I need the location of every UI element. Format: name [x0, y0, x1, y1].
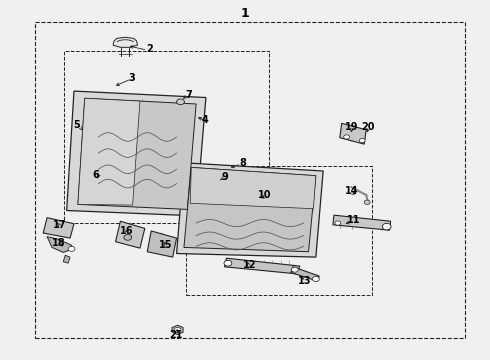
Text: 20: 20: [362, 122, 375, 132]
Polygon shape: [47, 237, 73, 252]
Circle shape: [124, 234, 132, 240]
Polygon shape: [172, 325, 183, 334]
Text: 2: 2: [147, 44, 153, 54]
Polygon shape: [78, 98, 140, 205]
Text: 13: 13: [298, 276, 311, 286]
Text: 19: 19: [345, 122, 358, 132]
Circle shape: [364, 200, 370, 204]
Circle shape: [382, 224, 391, 230]
Polygon shape: [147, 231, 176, 257]
Text: 5: 5: [73, 121, 80, 130]
Polygon shape: [190, 167, 316, 209]
Text: 9: 9: [221, 172, 228, 182]
Polygon shape: [176, 163, 323, 257]
Bar: [35, 22, 465, 338]
Polygon shape: [116, 221, 145, 248]
Text: 8: 8: [239, 158, 246, 168]
Text: 6: 6: [93, 170, 99, 180]
Polygon shape: [184, 167, 316, 252]
Circle shape: [224, 260, 232, 266]
Text: 10: 10: [258, 190, 271, 200]
Text: 3: 3: [128, 73, 135, 83]
Bar: [64, 51, 270, 223]
Polygon shape: [333, 215, 391, 230]
Polygon shape: [113, 37, 138, 47]
Bar: [186, 166, 372, 295]
Circle shape: [176, 99, 184, 105]
Circle shape: [292, 267, 298, 272]
Polygon shape: [340, 123, 366, 144]
Circle shape: [359, 138, 365, 143]
Polygon shape: [224, 258, 300, 274]
Polygon shape: [78, 98, 196, 210]
Circle shape: [174, 327, 181, 332]
Circle shape: [343, 135, 349, 139]
Text: 11: 11: [347, 215, 360, 225]
Text: 21: 21: [169, 330, 182, 340]
Text: 14: 14: [345, 186, 358, 197]
Circle shape: [313, 276, 319, 282]
Text: 15: 15: [159, 240, 172, 250]
Text: 18: 18: [51, 238, 65, 248]
Text: 17: 17: [52, 220, 66, 230]
Circle shape: [335, 221, 341, 225]
Circle shape: [68, 246, 75, 251]
Text: 1: 1: [241, 7, 249, 20]
Polygon shape: [67, 91, 206, 216]
Text: 7: 7: [185, 90, 192, 100]
Text: 16: 16: [120, 226, 133, 236]
Text: 4: 4: [201, 115, 208, 125]
Polygon shape: [291, 267, 319, 281]
Polygon shape: [63, 255, 70, 263]
Text: 12: 12: [243, 260, 257, 270]
Polygon shape: [43, 218, 74, 238]
